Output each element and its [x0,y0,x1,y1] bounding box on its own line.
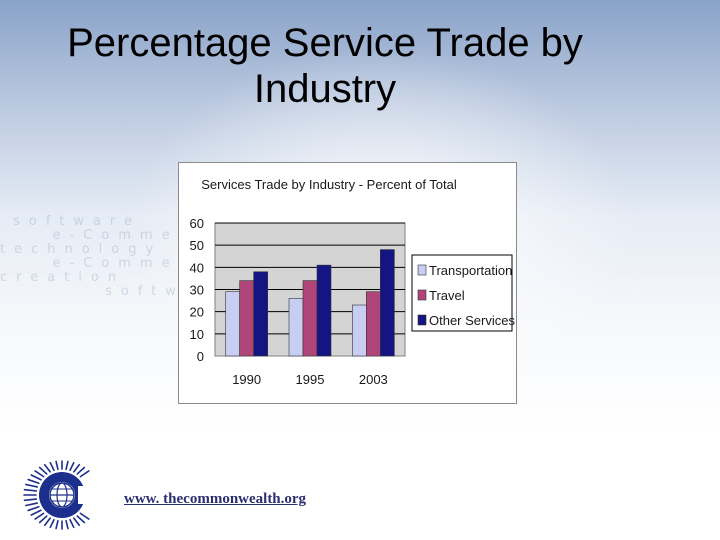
x-tick-label: 1990 [232,372,261,387]
legend-swatch [417,264,427,276]
logo-ray [30,509,42,516]
y-tick-label: 60 [190,216,204,231]
legend-label: Other Services [429,313,515,328]
chart-title: Services Trade by Industry - Percent of … [201,177,457,192]
logo-ray [49,518,55,529]
logo-ray [73,463,81,473]
chart-container: Services Trade by Industry - Percent of … [178,162,517,404]
logo-ray [49,461,55,472]
slide-title: Percentage Service Trade by Industry [67,21,583,111]
logo-ray [27,478,40,484]
bar-transportation [352,304,367,357]
logo-ray [55,460,59,471]
logo-ray [65,460,69,471]
logo-ray [23,498,38,502]
bg-word-line: e-Commerce creation [52,256,226,271]
logo-ray [43,517,51,527]
y-tick-label: 20 [190,305,204,320]
logo-ray [55,519,59,530]
legend-label: Travel [429,288,465,303]
logo-ray [65,519,69,530]
x-tick-label: 2003 [359,372,388,387]
bar-other-services [380,249,395,357]
logo-ray [30,474,42,481]
legend-swatch [417,289,427,301]
logo-ray [25,502,39,507]
legend-label: Transportation [429,263,512,278]
y-tick-label: 50 [190,238,204,253]
logo-ray [76,466,86,475]
logo-ray [76,515,86,524]
x-tick-label: 1995 [296,372,325,387]
logo-ray [34,512,45,520]
legend-box [411,254,513,332]
logo-ray [79,512,90,520]
logo-ray [27,506,40,512]
logo-ray [38,466,48,475]
bg-word-line: technology e-Commerce [0,242,163,257]
bar-other-services [253,271,268,357]
logo-ray [23,488,38,492]
logo-ray [38,515,48,524]
y-tick-label: 30 [190,283,204,298]
logo-ray [43,463,51,473]
commonwealth-logo [23,460,92,530]
bar-travel [239,280,254,357]
logo-ray [79,470,90,478]
logo-ray [69,518,75,529]
bar-transportation [288,298,304,357]
bar-chart: Services Trade by Industry - Percent of … [190,177,516,387]
logo-ray [69,461,75,472]
bar-travel [302,280,318,357]
bg-word-line: e-Commerce change [52,228,226,243]
y-tick-label: 0 [197,349,204,364]
bar-travel [366,291,381,357]
logo-ray [34,470,45,478]
logo-ray [73,517,81,527]
y-tick-label: 40 [190,260,204,275]
bar-other-services [316,264,332,357]
y-tick-label: 10 [190,327,204,342]
bg-word-line: software e-Commerce [13,214,141,229]
website-link[interactable]: www. thecommonwealth.org [124,491,307,507]
legend-swatch [417,314,427,326]
logo-ray [25,483,39,488]
bg-word-line: creation software [0,270,126,285]
bar-transportation [225,291,240,357]
